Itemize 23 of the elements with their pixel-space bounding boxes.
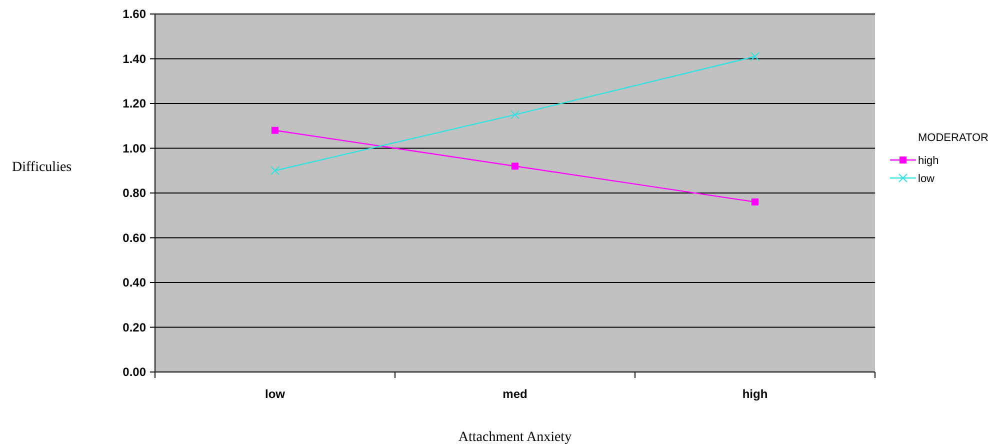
- point: [512, 162, 518, 170]
- legend-title: MODERATOR: [918, 132, 989, 144]
- point: [270, 166, 280, 176]
- y-tick-label: 0.60: [122, 230, 146, 245]
- point: [272, 126, 278, 134]
- y-tick-label: 1.40: [122, 52, 146, 66]
- y-tick-label: 1.20: [122, 96, 146, 111]
- point: [510, 110, 520, 120]
- point: [750, 52, 760, 62]
- x-tick-label: med: [502, 387, 528, 401]
- legend-label: low: [918, 172, 935, 185]
- y-tick-label: 0.20: [122, 320, 146, 334]
- y-tick-label: 1.60: [122, 7, 146, 22]
- point: [752, 198, 758, 206]
- legend-label: high: [918, 154, 939, 167]
- y-tick-label: 0.40: [122, 276, 146, 290]
- y-tick-label: 0.80: [122, 186, 146, 200]
- y-axis-title: Difficulies: [12, 160, 72, 175]
- x-axis-title: Attachment Anxiety: [458, 430, 572, 445]
- y-tick-label: 0.00: [122, 365, 146, 380]
- y-tick-label: 1.00: [122, 141, 146, 156]
- x-tick-label: high: [742, 387, 768, 401]
- x-tick-label: low: [265, 387, 286, 401]
